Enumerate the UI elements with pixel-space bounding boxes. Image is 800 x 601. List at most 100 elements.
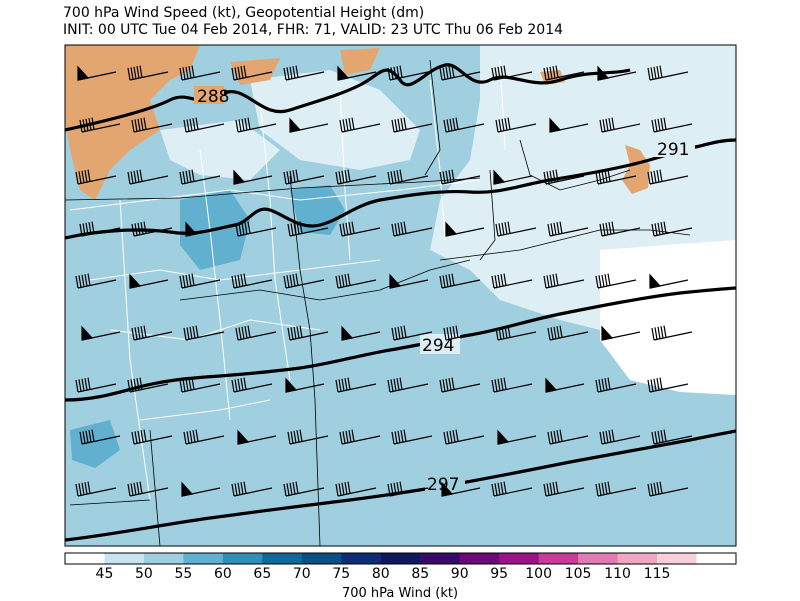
colorbar-swatch <box>262 553 303 564</box>
wind-barbs <box>75 65 693 497</box>
wind-barb <box>129 273 169 289</box>
colorbar-tick-label: 110 <box>604 566 631 582</box>
wind-barb <box>439 273 481 289</box>
colorbar-tick-label: 75 <box>332 566 351 582</box>
wind-barb <box>75 273 117 289</box>
wind-barb <box>443 429 485 445</box>
wind-barb <box>439 377 481 393</box>
colorbar-tick-label: 115 <box>643 566 671 582</box>
wind-barb <box>595 377 637 393</box>
wind-barb <box>179 169 221 185</box>
wind-barb <box>131 117 173 133</box>
wind-barb <box>237 429 277 445</box>
wind-barb <box>387 169 429 185</box>
wind-barb <box>233 169 273 185</box>
wind-barb <box>283 65 325 81</box>
contour-label-288: 288 <box>197 87 229 107</box>
low-wind-area-cape <box>622 145 650 194</box>
wind-barb <box>231 481 273 497</box>
wind-barb <box>491 273 533 289</box>
wind-barb <box>179 273 221 289</box>
wind-barb <box>231 65 273 81</box>
colorbar-swatch <box>420 553 461 564</box>
wind-barb <box>391 117 433 133</box>
colorbar-swatch <box>380 553 421 564</box>
colorbar-swatch <box>183 553 224 564</box>
wind-barb <box>127 169 169 185</box>
colorbar-swatch <box>143 553 184 564</box>
wind-barb <box>283 273 325 289</box>
wind-barb <box>651 325 693 341</box>
wind-barb <box>81 325 121 341</box>
wind-barb <box>441 481 481 497</box>
map-subtitle: INIT: 00 UTC Tue 04 Feb 2014, FHR: 71, V… <box>63 22 564 38</box>
wind-barb <box>649 273 689 289</box>
wind-barb <box>491 481 533 497</box>
wind-barb <box>335 481 377 497</box>
wind-barb <box>495 325 537 341</box>
wind-barb <box>543 481 585 497</box>
wind-barb <box>339 117 381 133</box>
wind-barb <box>391 221 433 237</box>
wind-barb <box>439 169 481 185</box>
wind-barb <box>497 429 537 445</box>
wind-barb <box>131 325 173 341</box>
wind-barb <box>547 221 589 237</box>
wind-barb <box>543 169 585 185</box>
wind-barb <box>495 117 537 133</box>
wind-barb <box>389 273 429 289</box>
colorbar-swatch <box>578 553 619 564</box>
wind-barb <box>287 429 329 445</box>
contour-label-291: 291 <box>657 140 689 160</box>
low-wind-area-c <box>340 48 380 75</box>
wind-barb <box>235 221 277 237</box>
wind-barb <box>543 65 585 81</box>
contour-label-294: 294 <box>422 336 454 356</box>
wind-barb <box>79 117 121 133</box>
colorbar-swatch <box>617 553 658 564</box>
wind-barb <box>595 481 637 497</box>
wind-barb <box>647 169 689 185</box>
wind-barb <box>543 273 585 289</box>
wind-barb <box>443 325 485 341</box>
wind-barb <box>335 273 377 289</box>
colorbar-swatch <box>104 553 145 564</box>
wind-barb <box>597 65 637 81</box>
wind-barb <box>287 325 329 341</box>
contour-label-group: 288 291 294 297 <box>194 86 695 495</box>
wind-barb <box>183 325 225 341</box>
wind-barb <box>595 169 637 185</box>
wind-barb <box>439 65 481 81</box>
colorbar-swatch <box>459 553 500 564</box>
wind-barb <box>491 377 533 393</box>
wind-barb <box>283 481 325 497</box>
wind-barb <box>235 325 277 341</box>
wind-barb <box>75 169 117 185</box>
colorbar-swatch <box>696 553 737 564</box>
colorbar-tick-label: 70 <box>292 566 311 582</box>
colorbar <box>65 553 737 564</box>
colorbar-swatch <box>65 553 105 564</box>
wind-barb <box>335 169 377 185</box>
wind-barb <box>491 65 533 81</box>
colorbar-swatch <box>301 553 342 564</box>
colorbar-tick-label: 100 <box>525 566 553 582</box>
wind-barb <box>337 65 377 81</box>
map-panel: 288 291 294 297 <box>65 45 736 546</box>
wind-barb <box>79 221 121 237</box>
colorbar-tick-label: 45 <box>95 566 114 582</box>
colorbar-swatch <box>657 553 698 564</box>
wind-barb <box>387 481 429 497</box>
colorbar-tick-label: 95 <box>490 566 509 582</box>
wind-barb <box>127 481 169 497</box>
colorbar-tick-label: 105 <box>564 566 592 582</box>
wind-barb <box>185 221 225 237</box>
contour-label-bg <box>425 474 465 494</box>
wind-barb <box>595 273 637 289</box>
map-frame <box>64 44 737 547</box>
wind-barb <box>179 65 221 81</box>
wind-barb <box>127 377 169 393</box>
colorbar-swatch <box>222 553 263 564</box>
wind-barb <box>647 481 689 497</box>
